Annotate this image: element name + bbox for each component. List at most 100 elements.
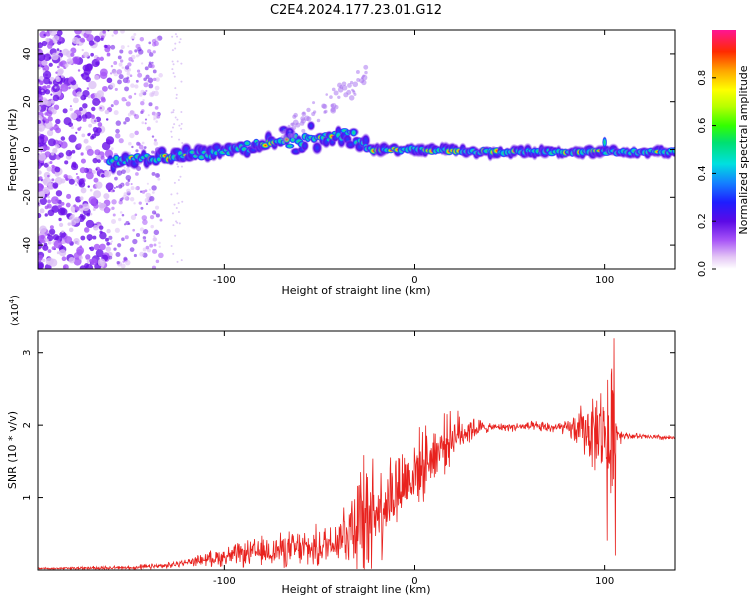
- spectrogram-noise-speck: [115, 133, 121, 139]
- spectrogram-noise-speck: [68, 86, 71, 90]
- spectrogram-noise-speck: [144, 189, 148, 193]
- spectrogram-noise-speck: [52, 147, 58, 154]
- spectrogram-noise-speck: [127, 45, 130, 48]
- spectrogram-noise-speck: [68, 256, 75, 264]
- spectrogram-noise-speck: [61, 230, 65, 234]
- spectrogram-noise-speck: [181, 200, 184, 203]
- spectrogram-noise-speck: [155, 259, 160, 264]
- spectrogram-noise-speck: [56, 251, 60, 255]
- spectrogram-noise-speck: [154, 85, 160, 91]
- spectrogram-noise-speck: [171, 68, 174, 71]
- spectrogram-noise-speck: [362, 74, 366, 78]
- spectrogram-noise-speck: [126, 188, 131, 194]
- spectrogram-noise-speck: [50, 152, 55, 156]
- spectrogram-noise-speck: [57, 68, 64, 75]
- spectrogram-noise-speck: [337, 82, 343, 88]
- spectrogram-noise-speck: [88, 40, 95, 46]
- spectrogram-noise-speck: [99, 71, 108, 80]
- snr-x-tick-label: -100: [213, 576, 236, 587]
- spectrogram-noise-speck: [117, 243, 122, 248]
- spectrogram-noise-speck: [151, 38, 157, 44]
- spectrogram-noise-speck: [106, 77, 113, 84]
- spectrogram-noise-speck: [62, 108, 68, 114]
- spectrogram-noise-speck: [95, 168, 98, 171]
- spectrogram-noise-speck: [359, 78, 365, 84]
- spectrogram-noise-speck: [143, 77, 147, 82]
- spectrogram-noise-speck: [176, 35, 179, 38]
- spectrogram-noise-speck: [119, 198, 123, 202]
- spectrogram-noise-speck: [75, 183, 78, 186]
- spectrogram-noise-speck: [118, 217, 122, 222]
- spectrogram-noise-speck: [86, 212, 91, 217]
- spectrogram-noise-speck: [39, 133, 45, 140]
- spectrogram-noise-speck: [137, 49, 144, 55]
- spectrogram-noise-speck: [48, 81, 52, 85]
- spectrogram-noise-speck: [99, 56, 104, 62]
- spectrogram-noise-speck: [38, 142, 42, 148]
- spectrogram-noise-speck: [139, 251, 145, 257]
- spectrogram-noise-speck: [139, 227, 145, 232]
- spectrogram-noise-speck: [84, 30, 93, 35]
- spectrogram-noise-speck: [110, 147, 114, 151]
- spectrogram-noise-speck: [170, 135, 173, 138]
- spectrogram-noise-speck: [112, 213, 116, 217]
- spectrogram-noise-speck: [58, 61, 64, 67]
- spectrogram-noise-speck: [78, 115, 82, 119]
- spectrogram-noise-speck: [363, 64, 369, 70]
- spectrogram-noise-speck: [149, 81, 152, 84]
- spectrogram-x-axis: -100 0 100: [213, 30, 614, 286]
- spectrogram-noise-speck: [66, 213, 71, 218]
- spectrogram-noise-speck: [130, 83, 135, 88]
- spectrogram-noise-speck: [97, 258, 106, 267]
- spectrogram-noise-speck: [146, 126, 151, 131]
- spectrogram-noise-speck: [129, 110, 136, 116]
- spectrogram-noise-speck: [119, 49, 124, 54]
- spectrogram-noise-speck: [118, 74, 124, 80]
- spectrogram-noise-speck: [87, 133, 91, 137]
- spectrogram-noise-speck: [174, 33, 177, 36]
- spectrogram-noise-speck: [102, 30, 106, 34]
- spectrogram-noise-speck: [76, 91, 83, 98]
- spectrogram-noise-speck: [147, 49, 152, 54]
- spectrogram-noise-speck: [68, 76, 74, 82]
- spectrogram-noise-speck: [145, 245, 150, 250]
- spectrogram-x-axis-label: Height of straight line (km): [281, 284, 430, 297]
- spectrogram-noise-speck: [134, 84, 139, 89]
- spectrogram-noise-speck: [61, 256, 67, 262]
- spectrogram-noise-speck: [50, 196, 59, 205]
- spectrogram-noise-speck: [114, 176, 118, 181]
- spectrogram-noise-speck: [66, 193, 72, 200]
- spectrogram-noise-speck: [39, 225, 47, 234]
- spectrogram-noise-speck: [352, 90, 356, 94]
- spectrogram-noise-speck: [91, 106, 96, 112]
- spectrogram-noise-speck: [58, 217, 62, 222]
- spectrogram-noise-speck: [113, 110, 119, 116]
- spectrogram-noise-speck: [341, 81, 347, 86]
- spectrogram-noise-speck: [40, 162, 44, 166]
- spectrogram-noise-speck: [323, 110, 327, 114]
- spectrogram-noise-speck: [85, 219, 95, 229]
- spectrogram-noise-speck: [282, 128, 287, 133]
- spectrogram-noise-speck: [90, 52, 94, 57]
- spectrogram-noise-speck: [145, 89, 148, 92]
- spectrogram-noise-speck: [84, 111, 92, 119]
- spectrogram-noise-speck: [151, 150, 155, 154]
- spectrogram-noise-speck: [146, 248, 151, 253]
- spectrogram-noise-speck: [111, 199, 117, 205]
- spectrogram-noise-speck: [134, 130, 139, 136]
- spectrogram-noise-speck: [105, 237, 109, 242]
- spectrogram-noise-speck: [159, 218, 163, 222]
- spectrogram-noise-speck: [94, 149, 101, 156]
- spectrogram-noise-speck: [70, 126, 74, 130]
- spectrogram-noise-speck: [58, 152, 64, 158]
- spectrogram-noise-speck: [98, 225, 104, 230]
- spectrogram-noise-speck: [76, 249, 83, 256]
- spectrogram-noise-speck: [88, 196, 97, 205]
- spectrogram-noise-speck: [103, 206, 111, 214]
- spectrogram-noise-speck: [137, 72, 143, 78]
- spectrogram-noise-speck: [138, 201, 142, 205]
- spectrogram-noise-speck: [337, 87, 344, 93]
- spectrogram-noise-speck: [173, 203, 176, 206]
- spectrogram-noise-speck: [88, 80, 97, 90]
